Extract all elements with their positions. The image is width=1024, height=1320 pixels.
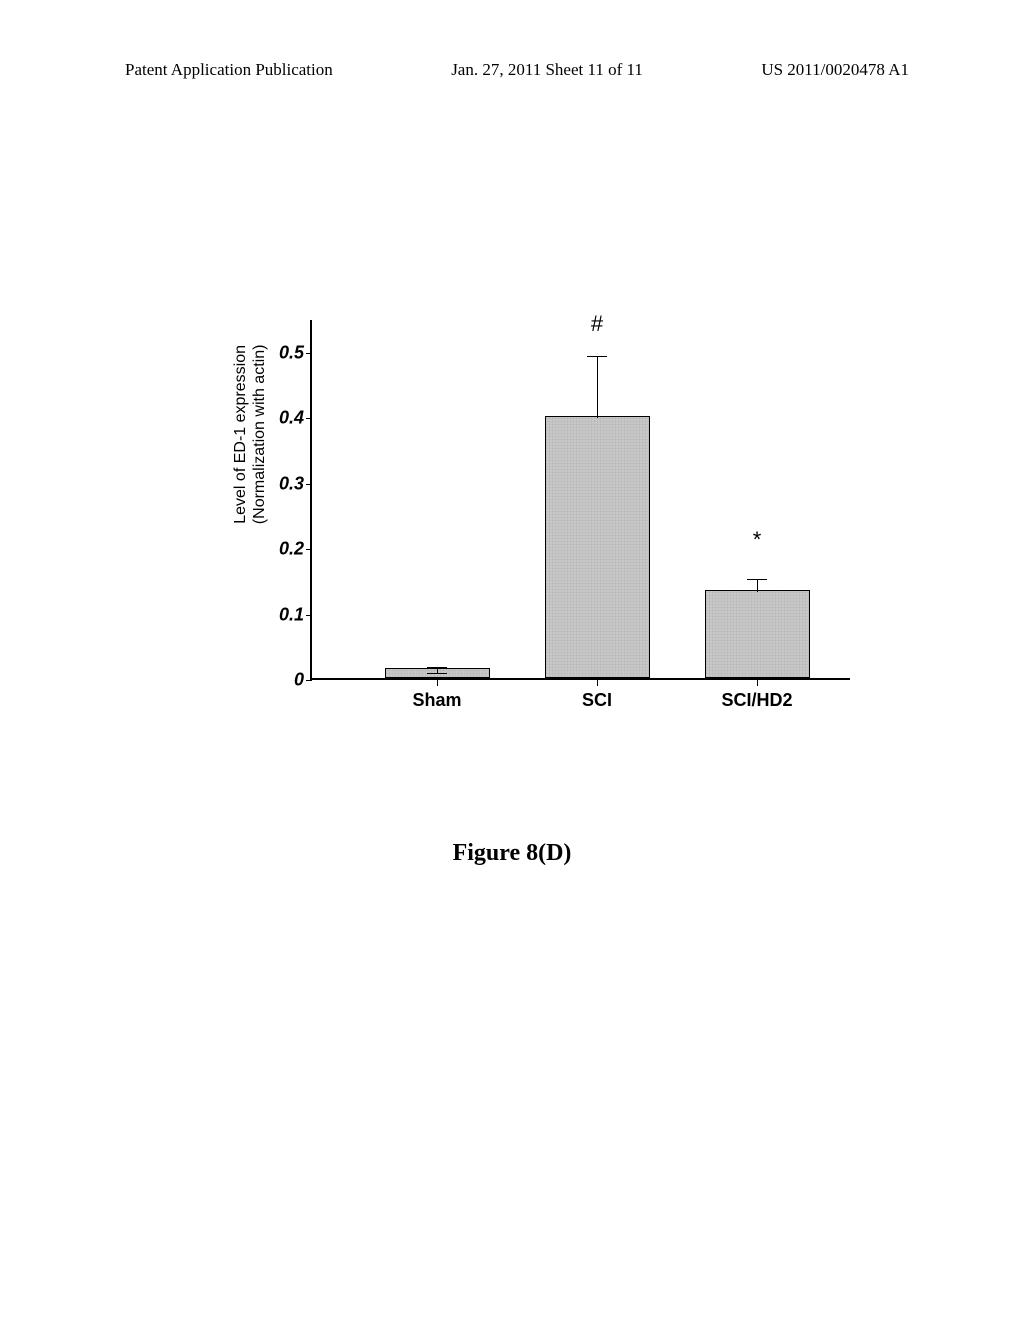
chart-background: 00.10.20.30.40.5ShamSCISCI/HD2#* [260, 320, 850, 700]
error-cap [427, 673, 447, 674]
xtick-label: Sham [412, 690, 461, 711]
ytick-label: 0 [262, 670, 304, 691]
page-header: Patent Application Publication Jan. 27, … [0, 60, 1024, 80]
significance-mark: * [753, 527, 762, 553]
header-right: US 2011/0020478 A1 [761, 60, 909, 80]
ytick-mark [306, 615, 312, 616]
bar-chart: Level of ED-1 expression (Normalization … [170, 260, 850, 740]
ytick-label: 0.3 [262, 473, 304, 494]
error-cap [427, 667, 447, 668]
ytick-mark [306, 418, 312, 419]
xtick-label: SCI/HD2 [721, 690, 792, 711]
figure-caption: Figure 8(D) [0, 840, 1024, 867]
header-left: Patent Application Publication [125, 60, 333, 80]
xtick-mark [597, 680, 598, 686]
xtick-mark [757, 680, 758, 686]
ytick-mark [306, 549, 312, 550]
significance-mark: # [591, 311, 603, 337]
header-center: Jan. 27, 2011 Sheet 11 of 11 [451, 60, 643, 80]
bar [705, 590, 810, 678]
ytick-mark [306, 353, 312, 354]
error-bar [757, 579, 758, 592]
xtick-mark [437, 680, 438, 686]
error-cap [747, 579, 767, 580]
error-cap [587, 356, 607, 357]
y-axis-label-line1: Level of ED-1 expression [231, 345, 250, 525]
ytick-mark [306, 680, 312, 681]
ytick-label: 0.5 [262, 342, 304, 363]
error-bar [597, 356, 598, 418]
ytick-label: 0.2 [262, 539, 304, 560]
ytick-label: 0.4 [262, 408, 304, 429]
ytick-mark [306, 484, 312, 485]
ytick-label: 0.1 [262, 604, 304, 625]
xtick-label: SCI [582, 690, 612, 711]
plot-area: 00.10.20.30.40.5ShamSCISCI/HD2#* [310, 320, 850, 680]
bar [545, 416, 650, 678]
